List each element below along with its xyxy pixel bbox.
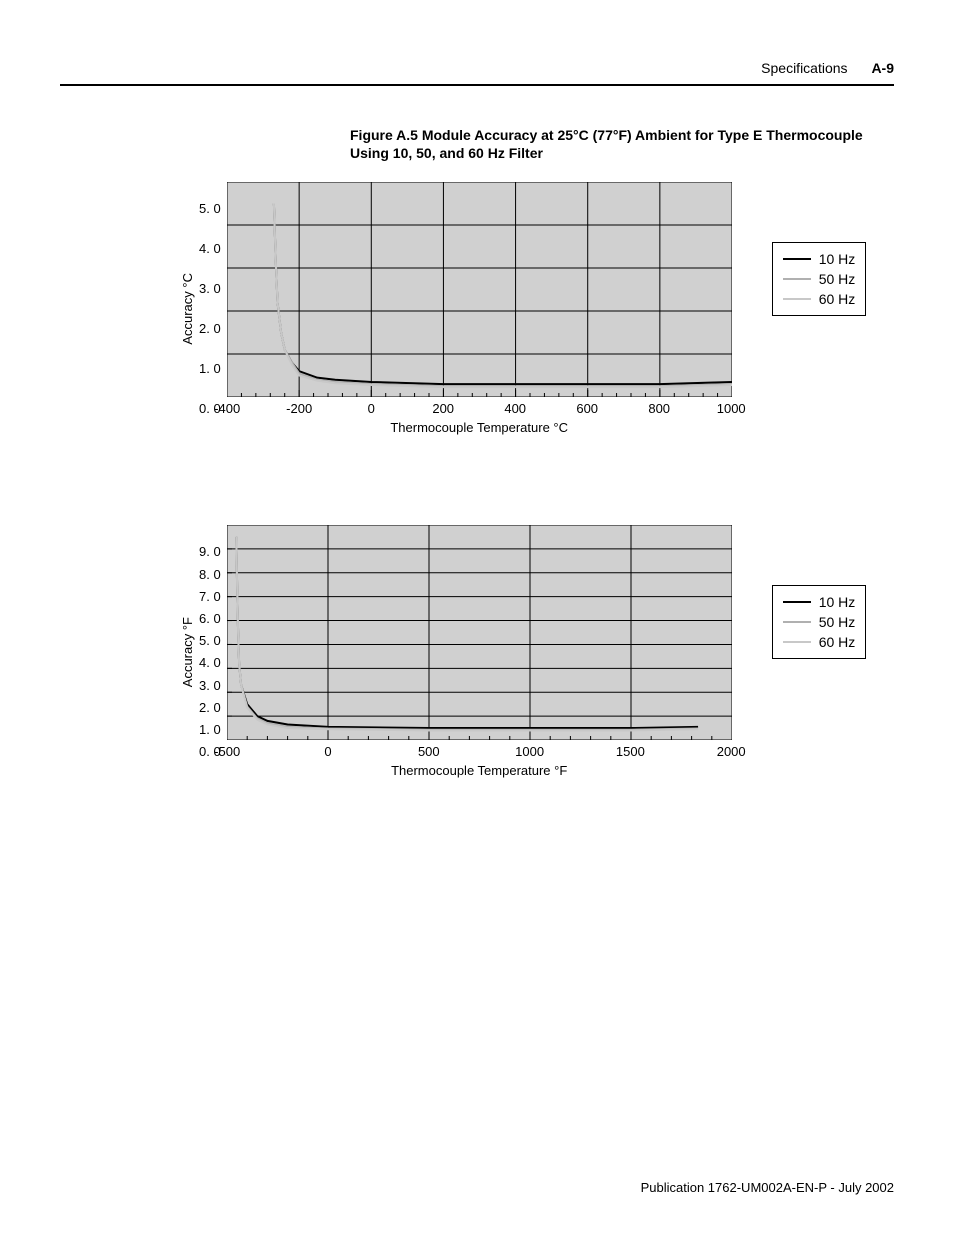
xtick-label: 500 [428, 744, 429, 759]
legend-label: 10 Hz [819, 251, 856, 267]
chart2-xlabel: Thermocouple Temperature °F [227, 763, 732, 778]
figure-title: Figure A.5 Module Accuracy at 25°C (77°F… [350, 126, 874, 162]
xtick-label: 200 [443, 401, 444, 416]
ytick-label: 4. 0 [199, 655, 221, 670]
chart2-plot [227, 525, 732, 740]
ytick-label: 8. 0 [199, 567, 221, 582]
ytick-label: 1. 0 [199, 722, 221, 737]
legend-item: 50 Hz [783, 269, 856, 289]
chart2-xticks: -500 0 500 1000 1500 2000 [227, 744, 732, 759]
xtick-label: 1000 [529, 744, 530, 759]
legend-item: 10 Hz [783, 249, 856, 269]
ytick-label: 4. 0 [199, 241, 221, 256]
ytick-label: 3. 0 [199, 678, 221, 693]
legend-label: 60 Hz [819, 634, 856, 650]
legend-item: 10 Hz [783, 592, 856, 612]
legend-item: 60 Hz [783, 632, 856, 652]
chart-celsius: Accuracy °C 5. 04. 03. 02. 01. 00. 0 -40… [180, 182, 894, 435]
xtick-label: 1500 [630, 744, 631, 759]
chart1-legend: 10 Hz 50 Hz 60 Hz [772, 242, 867, 316]
ytick-label: 3. 0 [199, 281, 221, 296]
xtick-label: -500 [227, 744, 228, 759]
ytick-label: 9. 0 [199, 544, 221, 559]
ytick-label: 2. 0 [199, 321, 221, 336]
chart1-xlabel: Thermocouple Temperature °C [227, 420, 732, 435]
legend-swatch [783, 298, 811, 300]
ytick-label: 7. 0 [199, 589, 221, 604]
ytick-label: 5. 0 [199, 201, 221, 216]
legend-item: 50 Hz [783, 612, 856, 632]
legend-label: 50 Hz [819, 271, 856, 287]
ytick-label: 1. 0 [199, 361, 221, 376]
legend-swatch [783, 601, 811, 603]
legend-item: 60 Hz [783, 289, 856, 309]
legend-swatch [783, 278, 811, 280]
xtick-label: 0 [327, 744, 328, 759]
chart2-ylabel: Accuracy °F [180, 617, 195, 687]
xtick-label: 1000 [731, 401, 732, 416]
ytick-label: 5. 0 [199, 633, 221, 648]
chart2-yticks: 9. 08. 07. 06. 05. 04. 03. 02. 01. 00. 0 [199, 544, 221, 759]
ytick-label: 6. 0 [199, 611, 221, 626]
xtick-label: -400 [227, 401, 228, 416]
footer-publication: Publication 1762-UM002A-EN-P - July 2002 [641, 1180, 894, 1195]
header-rule [60, 84, 894, 86]
xtick-label: 2000 [731, 744, 732, 759]
chart1-xticks: -400 -200 0 200 400 600 800 1000 [227, 401, 732, 416]
legend-swatch [783, 621, 811, 623]
legend-label: 60 Hz [819, 291, 856, 307]
chart2-legend: 10 Hz 50 Hz 60 Hz [772, 585, 867, 659]
legend-swatch [783, 258, 811, 260]
chart1-ylabel: Accuracy °C [180, 273, 195, 345]
xtick-label: -200 [299, 401, 300, 416]
xtick-label: 0 [371, 401, 372, 416]
legend-swatch [783, 641, 811, 643]
chart1-plot [227, 182, 732, 397]
page-number: A-9 [871, 60, 894, 76]
chart1-yticks: 5. 04. 03. 02. 01. 00. 0 [199, 201, 221, 416]
section-name: Specifications [761, 60, 847, 76]
xtick-label: 400 [515, 401, 516, 416]
legend-label: 50 Hz [819, 614, 856, 630]
page-header: Specifications A-9 [60, 60, 894, 84]
ytick-label: 2. 0 [199, 700, 221, 715]
legend-label: 10 Hz [819, 594, 856, 610]
xtick-label: 800 [659, 401, 660, 416]
chart-fahrenheit: Accuracy °F 9. 0 8. 0 7. 0 6. 0 5. 0 4. 0 3. 0… [180, 525, 894, 778]
xtick-label: 600 [587, 401, 588, 416]
